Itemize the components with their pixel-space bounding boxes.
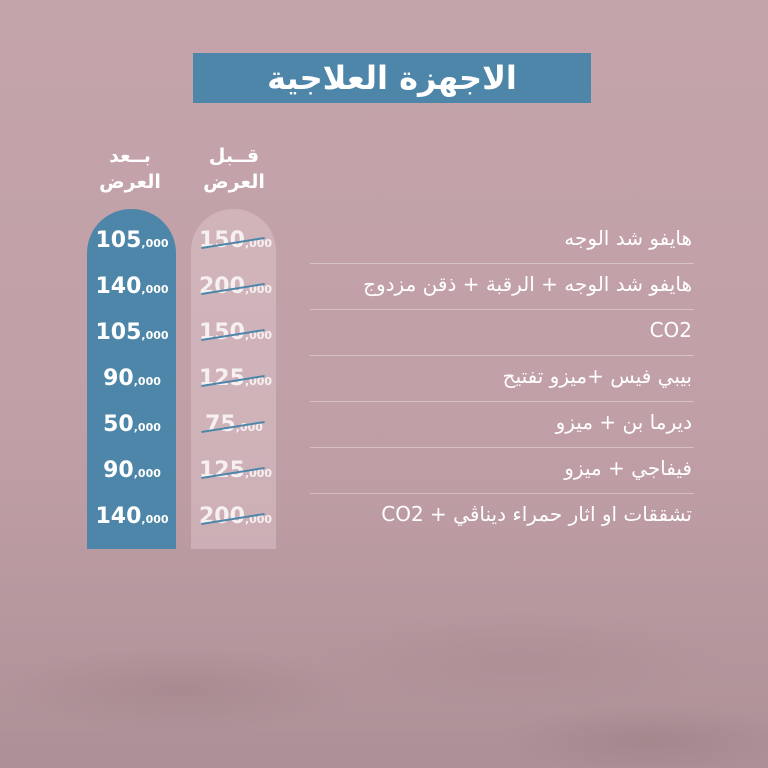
price-after: 90,000 — [92, 366, 172, 391]
price-after: 50,000 — [92, 412, 172, 437]
price-before: 200,000 — [199, 274, 272, 299]
service-name: هايفو شد الوجه + الرقبة + ذقن مزدوج — [363, 272, 692, 296]
price-after-suffix: ,000 — [141, 283, 169, 296]
service-name: بيبي فيس +ميزو تفتيح — [502, 364, 692, 388]
price-after-suffix: ,000 — [141, 513, 169, 526]
price-after: 105,000 — [92, 320, 172, 345]
price-after: 90,000 — [92, 458, 172, 483]
price-after: 140,000 — [92, 274, 172, 299]
price-row: هايفو شد الوجه + الرقبة + ذقن مزدوج 200,… — [0, 264, 768, 310]
column-header-after-line1: بــعد — [109, 145, 151, 167]
service-name: CO2 — [649, 318, 692, 342]
row-divider — [310, 263, 694, 264]
price-row: تشققات او اثار حمراء ديناڤي + CO2 200,00… — [0, 494, 768, 540]
price-after-suffix: ,000 — [133, 375, 161, 388]
row-divider — [310, 447, 694, 448]
price-before: 125,000 — [199, 366, 272, 391]
after-price-column — [87, 209, 176, 549]
service-name: فيفاجي + ميزو — [564, 456, 692, 480]
column-header-before-line1: قــبل — [208, 145, 260, 167]
service-name: ديرما بن + ميزو — [555, 410, 692, 434]
price-before: 125,000 — [199, 458, 272, 483]
page-title: الاجهزة العلاجية — [267, 59, 517, 97]
row-divider — [310, 401, 694, 402]
price-after-value: 90 — [103, 366, 134, 391]
price-after-suffix: ,000 — [133, 467, 161, 480]
background-texture — [0, 540, 768, 768]
price-after-value: 140 — [95, 504, 142, 529]
price-after-value: 50 — [103, 412, 134, 437]
column-header-before: قــبل العرض — [192, 143, 276, 195]
price-before-value: 75 — [205, 412, 236, 437]
title-banner: الاجهزة العلاجية — [193, 53, 591, 103]
price-after-value: 140 — [95, 274, 142, 299]
column-header-after: بــعد العرض — [88, 143, 172, 195]
price-after-value: 105 — [95, 320, 142, 345]
price-after: 105,000 — [92, 228, 172, 253]
price-row: ديرما بن + ميزو 75,000 50,000 — [0, 402, 768, 448]
row-divider — [310, 309, 694, 310]
price-before: 150,000 — [199, 228, 272, 253]
price-after: 140,000 — [92, 504, 172, 529]
price-row: CO2 150,000 105,000 — [0, 310, 768, 356]
column-header-after-line2: العرض — [99, 171, 161, 193]
price-after-value: 105 — [95, 228, 142, 253]
column-header-before-line2: العرض — [203, 171, 265, 193]
price-after-suffix: ,000 — [141, 329, 169, 342]
service-name: تشققات او اثار حمراء ديناڤي + CO2 — [381, 502, 692, 526]
price-after-value: 90 — [103, 458, 134, 483]
price-after-suffix: ,000 — [133, 421, 161, 434]
row-divider — [310, 355, 694, 356]
price-before: 200,000 — [199, 504, 272, 529]
price-before: 75,000 — [199, 412, 269, 437]
price-row: هايفو شد الوجه 150,000 105,000 — [0, 218, 768, 264]
price-row: بيبي فيس +ميزو تفتيح 125,000 90,000 — [0, 356, 768, 402]
price-row: فيفاجي + ميزو 125,000 90,000 — [0, 448, 768, 494]
price-after-suffix: ,000 — [141, 237, 169, 250]
row-divider — [310, 493, 694, 494]
service-name: هايفو شد الوجه — [564, 226, 692, 250]
price-before: 150,000 — [199, 320, 272, 345]
